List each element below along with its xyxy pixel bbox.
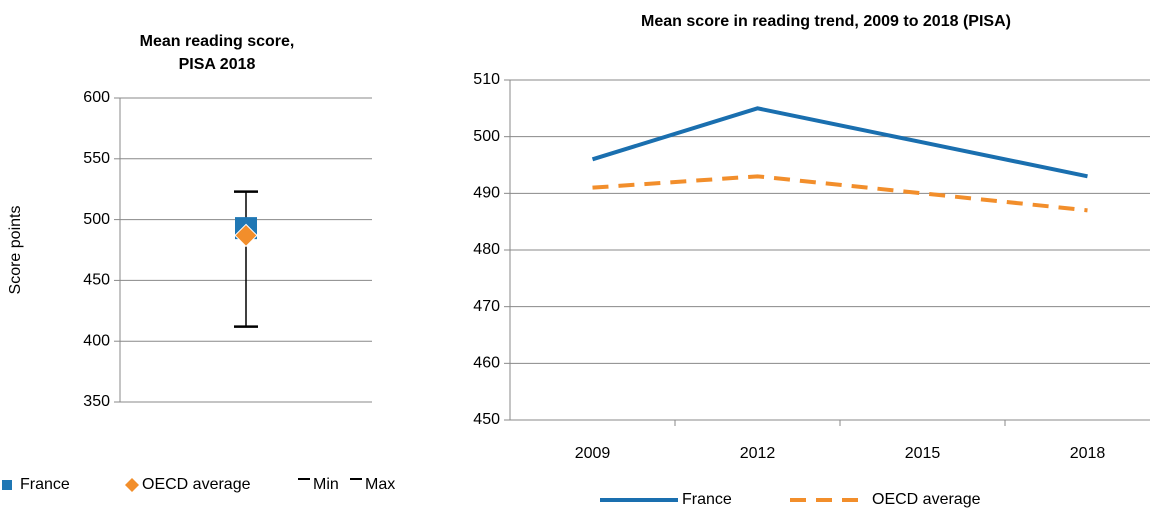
- chart-title: Mean reading score,: [140, 33, 295, 50]
- legend-label: Max: [365, 476, 395, 493]
- x-tick-label: 2009: [575, 445, 611, 462]
- y-tick-label: 450: [83, 272, 110, 289]
- y-tick-label: 550: [83, 150, 110, 167]
- y-tick-label: 400: [83, 332, 110, 349]
- y-axis-label: Score points: [7, 206, 24, 295]
- line-series: [591, 106, 1088, 179]
- chart-title: Mean score in reading trend, 2009 to 201…: [641, 13, 1011, 30]
- y-tick-label: 350: [83, 393, 110, 410]
- legend-label: France: [682, 491, 732, 508]
- legend-swatch: [125, 478, 139, 492]
- legend-label: OECD average: [872, 491, 981, 508]
- x-tick-label: 2018: [1070, 445, 1106, 462]
- x-tick-label: 2015: [905, 445, 941, 462]
- chart-title: PISA 2018: [179, 56, 256, 73]
- legend-swatch: [2, 480, 12, 490]
- y-tick-label: 500: [473, 128, 500, 145]
- legend-label: Min: [313, 476, 339, 493]
- x-tick-label: 2012: [740, 445, 776, 462]
- y-tick-label: 490: [473, 185, 500, 202]
- y-tick-label: 480: [473, 241, 500, 258]
- legend-label: France: [20, 476, 70, 493]
- legend-label: OECD average: [142, 476, 251, 493]
- y-tick-label: 600: [83, 89, 110, 106]
- y-tick-label: 470: [473, 298, 500, 315]
- y-tick-label: 510: [473, 71, 500, 88]
- y-tick-label: 450: [473, 411, 500, 428]
- line-series: [592, 174, 1088, 213]
- y-tick-label: 460: [473, 355, 500, 372]
- y-tick-label: 500: [83, 211, 110, 228]
- oecd-marker: [234, 223, 258, 248]
